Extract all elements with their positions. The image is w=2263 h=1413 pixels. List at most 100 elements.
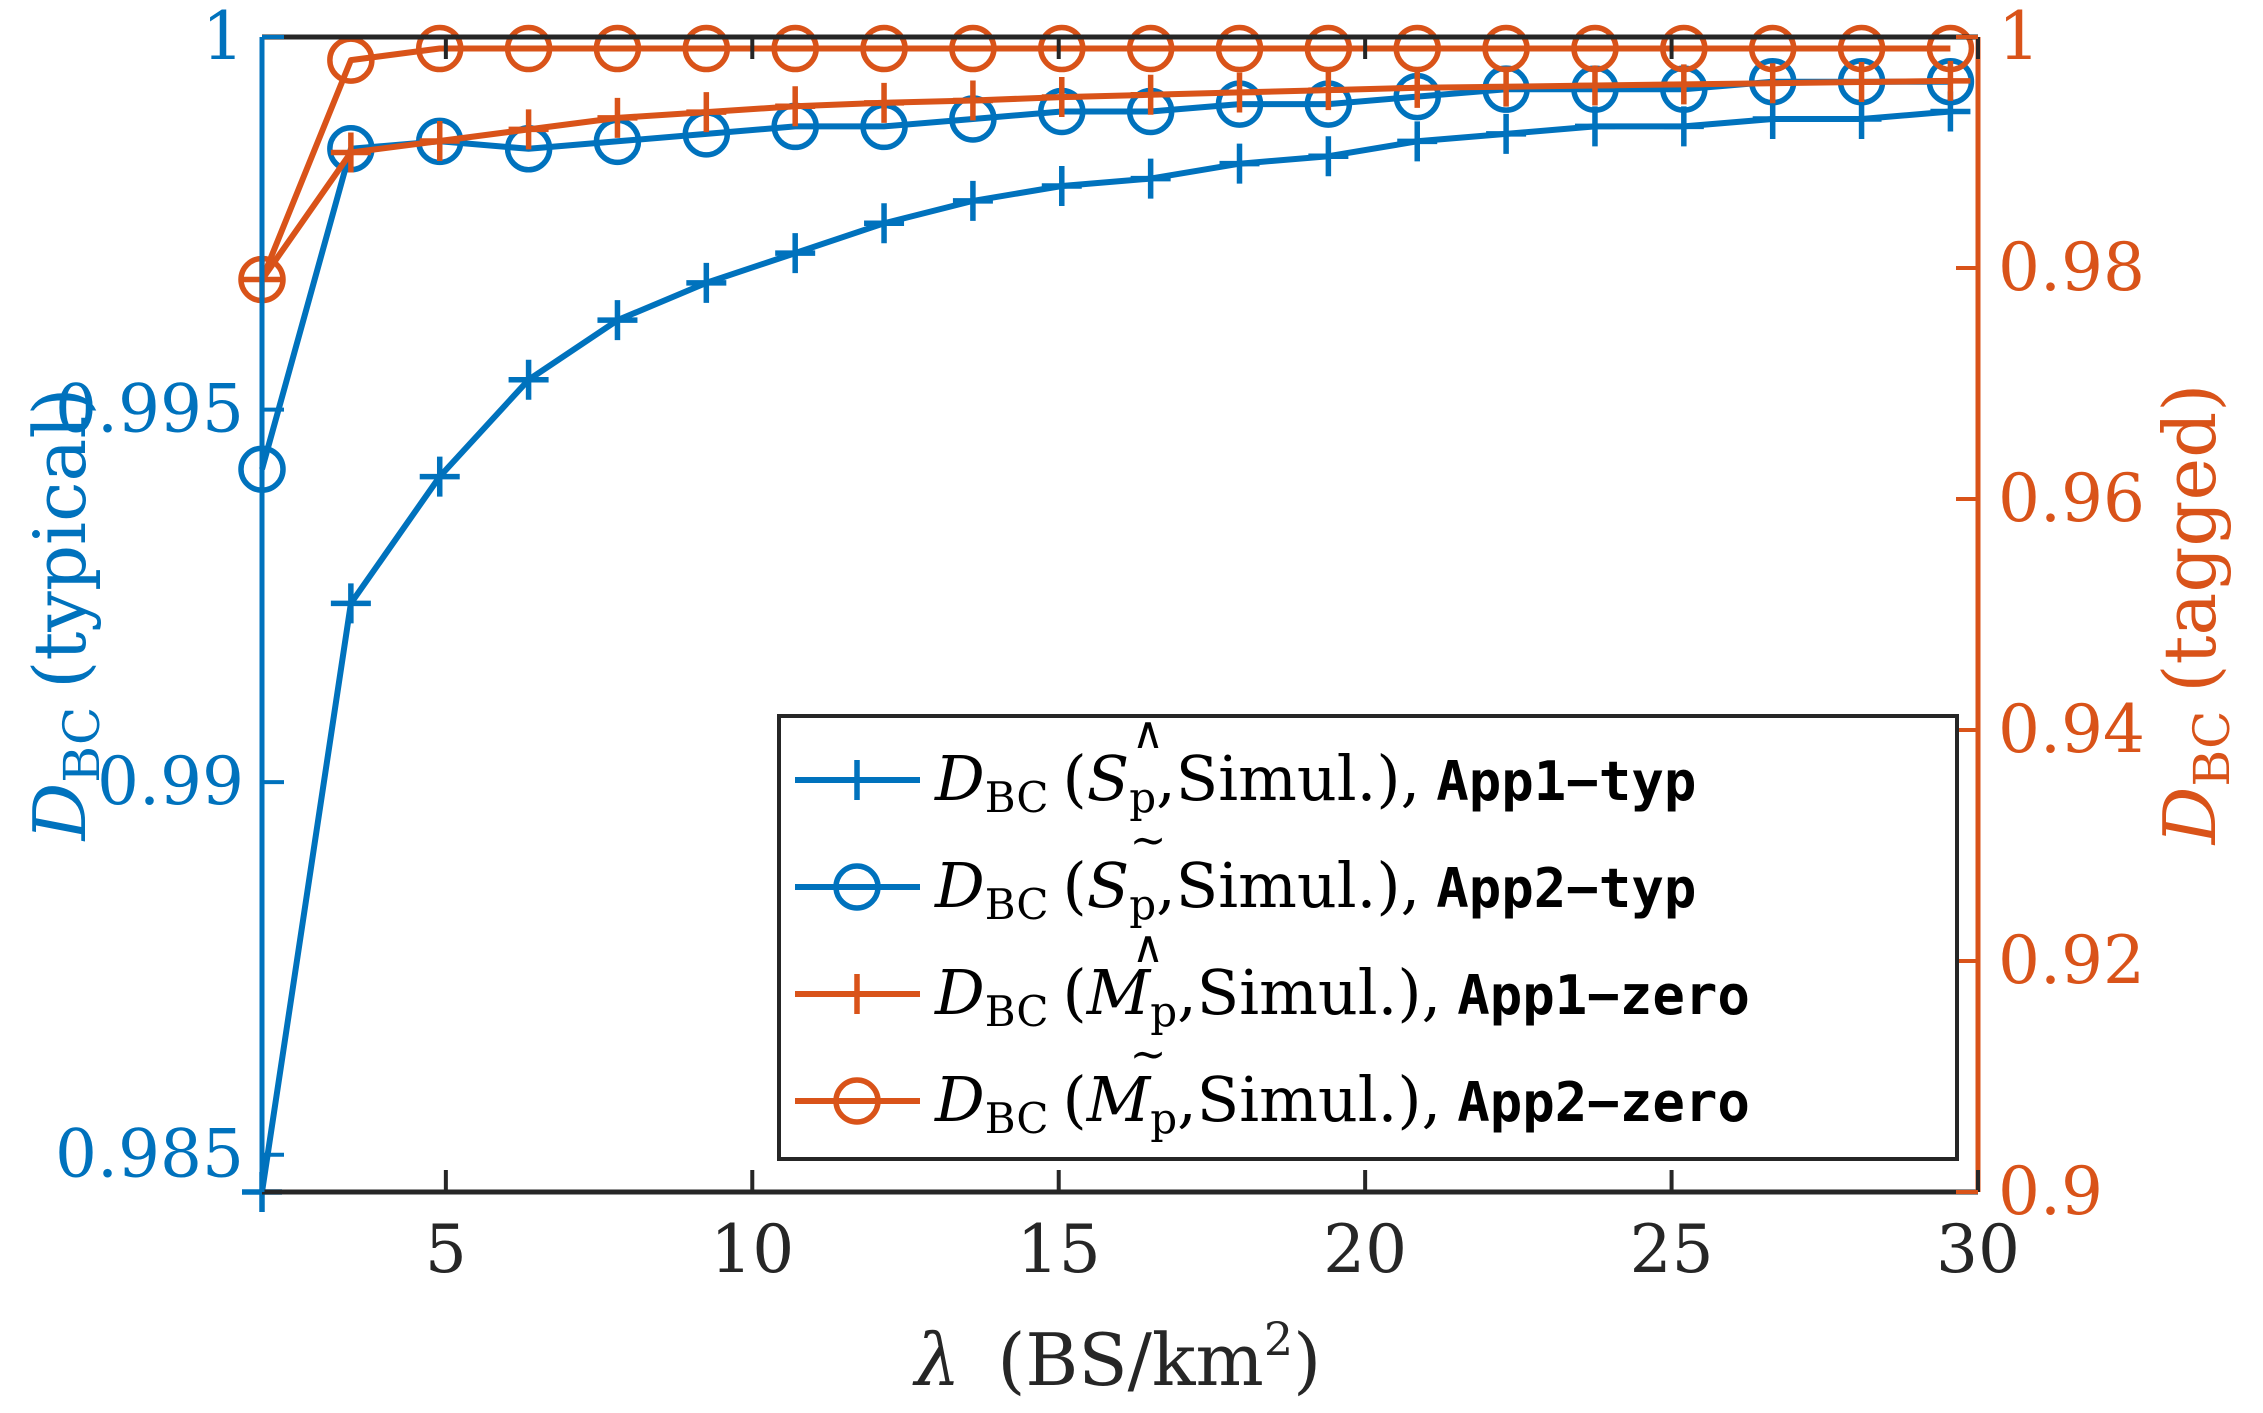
series-App2-zero xyxy=(238,24,1975,304)
legend-label-part: M xyxy=(1086,1063,1152,1136)
data-point-App1-zero xyxy=(330,132,371,173)
data-point-App1-typ xyxy=(1841,98,1882,139)
legend-label-part: D xyxy=(934,956,985,1029)
x-axis-label-close: ) xyxy=(1293,1318,1321,1402)
data-point-App2-zero xyxy=(1215,24,1264,73)
legend-label-part: ( xyxy=(1063,1063,1087,1136)
data-point-App2-zero xyxy=(771,24,819,73)
x-axis: λ (BS/km2) 5 10 15 20 25 30 xyxy=(425,37,2020,1402)
x-tick-label: 10 xyxy=(710,1211,794,1288)
data-point-App1-zero xyxy=(1486,66,1527,107)
right-y-tick-label: 0.94 xyxy=(1998,691,2145,768)
data-point-App1-typ xyxy=(775,233,816,274)
legend-label-part: App1−typ xyxy=(1436,750,1696,813)
x-tick-label: 30 xyxy=(1936,1211,2020,1288)
data-point-App1-zero xyxy=(864,82,905,123)
legend-label-part: ( xyxy=(1063,742,1087,815)
data-point-App1-zero xyxy=(775,86,816,127)
right-y-axis: DBC (tagged) 0.9 0.92 0.94 0.96 0.98 1 xyxy=(1956,0,2241,1230)
data-point-App1-typ xyxy=(686,262,727,303)
data-point-App1-zero xyxy=(1397,67,1438,108)
legend-label-part: BC xyxy=(985,880,1049,929)
left-y-label-rest: (typical) xyxy=(18,388,102,689)
legend-accent: ∼ xyxy=(1130,1029,1167,1080)
legend-label-part: ( xyxy=(1063,956,1087,1029)
legend-label-part: M xyxy=(1086,956,1152,1029)
left-y-axis-label: DBC (typical) xyxy=(18,388,111,843)
data-point-App2-zero xyxy=(1393,24,1441,73)
series-layer xyxy=(238,24,1975,1212)
x-axis-label-symbol: λ xyxy=(912,1318,961,1402)
left-y-axis: DBC (typical) 0.985 0.99 0.995 1 xyxy=(18,0,284,1193)
data-point-App1-typ xyxy=(1663,106,1704,147)
axes-frame xyxy=(259,34,1981,1195)
right-y-label-main: D xyxy=(2148,787,2232,847)
legend-label-part: ,Simul.), xyxy=(1156,849,1420,922)
legend-label-part: BC xyxy=(985,987,1049,1036)
data-point-App2-zero xyxy=(1571,24,1619,73)
legend-label-part: ,Simul.), xyxy=(1177,956,1441,1029)
data-point-App1-zero xyxy=(1130,74,1171,115)
x-axis-label: λ (BS/km2) xyxy=(912,1312,1321,1402)
right-y-tick-label: 0.96 xyxy=(1998,460,2145,537)
data-point-App1-typ xyxy=(1752,98,1793,139)
legend-label-part: p xyxy=(1150,1094,1177,1143)
legend-accent: ∧ xyxy=(1132,708,1164,759)
legend-label-part: ,Simul.), xyxy=(1156,742,1420,815)
legend-entry-App1-zero: ∧ DBC (Mp,Simul.), App1−zero xyxy=(795,922,1750,1036)
data-point-App1-typ xyxy=(864,203,905,244)
x-tick-label: 15 xyxy=(1017,1211,1101,1288)
legend: ∧DBC (Sp,Simul.), App1−typ∼DBC (Sp,Simul.),… xyxy=(777,708,1959,1161)
data-point-App1-typ xyxy=(508,359,549,400)
legend-label-part: BC xyxy=(985,1094,1049,1143)
data-point-App2-zero xyxy=(1837,24,1886,73)
legend-label-part: ,Simul.), xyxy=(1177,1063,1441,1136)
data-point-App2-zero xyxy=(1482,24,1530,73)
legend-label-part: App2−typ xyxy=(1436,857,1696,920)
data-point-App1-typ xyxy=(1397,121,1438,162)
data-point-App2-zero xyxy=(1126,24,1175,73)
left-y-tick-label: 0.995 xyxy=(55,371,244,448)
data-point-App1-zero xyxy=(597,97,638,138)
data-point-App2-zero xyxy=(1926,24,1975,73)
legend-label-part: S xyxy=(1087,849,1129,922)
data-point-App1-zero xyxy=(952,80,993,121)
legend-entry-App2-zero: ∼ DBC (Mp,Simul.), App2−zero xyxy=(795,1029,1750,1143)
x-tick-label: 25 xyxy=(1630,1211,1714,1288)
legend-label-part: p xyxy=(1150,987,1177,1036)
x-axis-label-unit: (BS/km xyxy=(997,1318,1263,1402)
data-point-App1-typ xyxy=(1308,136,1349,177)
data-point-App2-zero xyxy=(415,24,464,73)
legend-label-part: BC xyxy=(985,773,1049,822)
data-point-App1-zero xyxy=(508,109,549,150)
legend-label-part: App1−zero xyxy=(1457,964,1750,1027)
data-point-App2-zero xyxy=(1038,24,1086,73)
legend-marker-circle xyxy=(833,863,881,911)
right-y-tick-label: 0.92 xyxy=(1998,922,2145,999)
data-point-App2-zero xyxy=(504,24,553,73)
legend-label-part: p xyxy=(1129,773,1156,822)
right-y-axis-label: DBC (tagged) xyxy=(2148,384,2241,847)
legend-label-part: S xyxy=(1087,742,1129,815)
x-tick-label: 5 xyxy=(425,1211,467,1288)
data-point-App2-zero xyxy=(1304,24,1353,73)
series-line-App2-typ xyxy=(259,78,1951,471)
legend-label-part: D xyxy=(934,1063,985,1136)
data-point-App1-typ xyxy=(1041,166,1082,207)
data-point-App2-zero xyxy=(593,24,642,73)
legend-box xyxy=(777,714,1959,1161)
legend-label: DBC (Sp,Simul.), App2−typ xyxy=(934,849,1696,929)
data-point-App1-typ xyxy=(1574,106,1615,147)
legend-marker-plus xyxy=(837,760,877,800)
data-point-App1-typ xyxy=(1130,158,1171,199)
left-y-tick-label: 0.99 xyxy=(97,743,244,820)
data-point-App1-zero xyxy=(1308,70,1349,111)
legend-label: DBC (Mp,Simul.), App2−zero xyxy=(934,1063,1750,1143)
legend-label-part: D xyxy=(934,849,985,922)
right-y-tick-label: 1 xyxy=(1998,0,2040,75)
left-y-tick-label: 0.985 xyxy=(55,1116,244,1193)
legend-marker-plus xyxy=(837,974,877,1014)
legend-label: DBC (Sp,Simul.), App1−typ xyxy=(934,742,1696,822)
data-point-App2-zero xyxy=(1660,24,1708,73)
data-point-App1-zero xyxy=(1041,77,1082,118)
